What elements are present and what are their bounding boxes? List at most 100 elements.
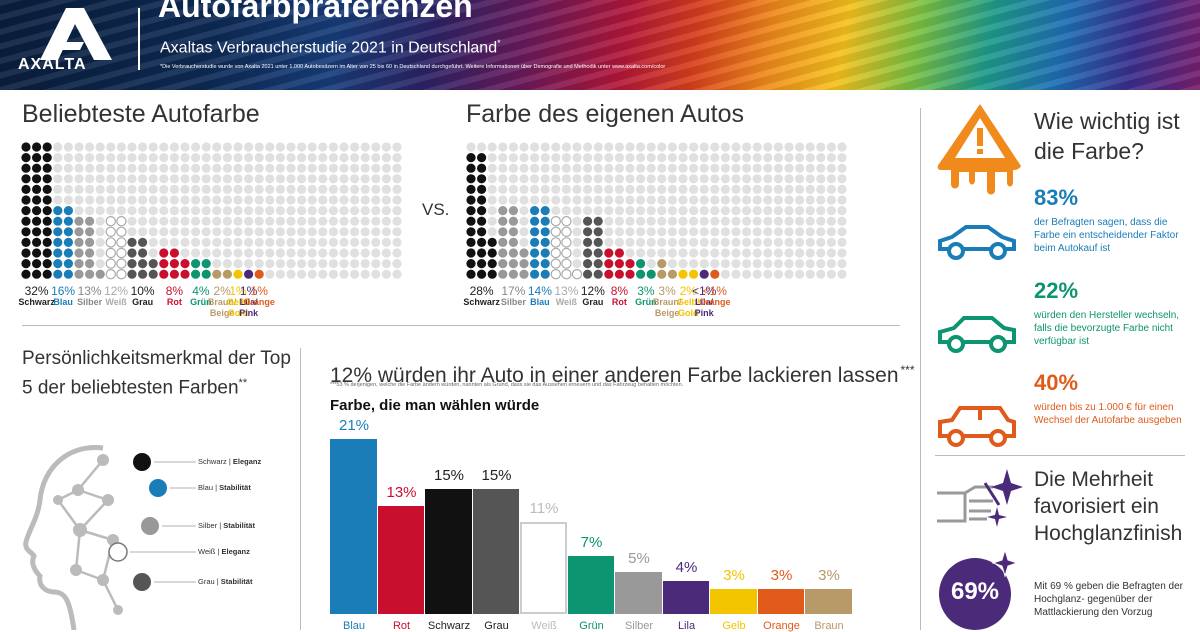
background-dot [636, 142, 646, 152]
color-dot [32, 195, 42, 205]
color-label: 32% Schwarz [17, 285, 57, 308]
background-dot [148, 142, 158, 152]
background-dot [636, 153, 646, 163]
color-dot [32, 142, 42, 152]
background-dot [286, 184, 296, 194]
color-dot [540, 248, 550, 258]
background-dot [689, 195, 699, 205]
background-dot [625, 216, 635, 226]
header-footnote: *Die Verbraucherstudie wurde von Axalta … [160, 64, 666, 70]
background-dot [222, 248, 232, 258]
color-dot [127, 248, 137, 258]
background-dot [752, 237, 762, 247]
color-dot [105, 247, 117, 259]
color-pct: 13% [554, 284, 579, 298]
color-dot [466, 184, 476, 194]
background-dot [138, 174, 148, 184]
background-dot [646, 174, 656, 184]
background-dot [657, 174, 667, 184]
color-dot [477, 237, 487, 247]
background-dot [381, 163, 391, 173]
background-dot [148, 216, 158, 226]
background-dot [795, 269, 805, 279]
color-dot [105, 237, 117, 248]
color-dot [201, 269, 211, 279]
color-dot [74, 248, 84, 258]
bar-category: Blau [342, 620, 366, 632]
background-dot [212, 184, 222, 194]
background-dot [773, 142, 783, 152]
color-dot [466, 259, 476, 269]
color-dot [593, 216, 603, 226]
background-dot [805, 259, 815, 269]
trait-color: Grau | [198, 577, 221, 586]
background-dot [212, 259, 222, 269]
background-dot [222, 227, 232, 237]
background-dot [233, 248, 243, 258]
repaint-footnote: ***53 % derjenigen, welche die Farbe änd… [330, 382, 684, 388]
background-dot [169, 206, 179, 216]
background-dot [752, 216, 762, 226]
color-name: Grau [582, 297, 604, 307]
background-dot [752, 153, 762, 163]
color-dot [85, 269, 95, 279]
background-dot [826, 163, 836, 173]
background-dot [191, 174, 201, 184]
background-dot [275, 153, 285, 163]
background-dot [392, 184, 402, 194]
background-dot [763, 206, 773, 216]
background-dot [212, 153, 222, 163]
color-dot [710, 269, 720, 279]
color-dot [508, 237, 518, 247]
color-pct: 12% [104, 284, 129, 298]
background-dot [233, 259, 243, 269]
bar-value: 21% [338, 417, 370, 434]
background-dot [106, 184, 116, 194]
color-dot [477, 153, 487, 163]
background-dot [95, 206, 105, 216]
color-dot [508, 216, 518, 226]
background-dot [201, 248, 211, 258]
background-dot [297, 248, 307, 258]
background-dot [752, 184, 762, 194]
background-dot [350, 259, 360, 269]
background-dot [657, 216, 667, 226]
color-dot [477, 259, 487, 269]
trait-color: Weiß | [198, 547, 222, 556]
color-label: 13% Silber [70, 285, 110, 308]
background-dot [148, 184, 158, 194]
bar-value: 13% [386, 483, 417, 501]
background-dot [795, 195, 805, 205]
background-dot [720, 153, 730, 163]
background-dot [667, 248, 677, 258]
background-dot [720, 184, 730, 194]
background-dot [371, 195, 381, 205]
background-dot [763, 237, 773, 247]
background-dot [85, 195, 95, 205]
background-dot [593, 184, 603, 194]
background-dot [244, 153, 254, 163]
background-dot [328, 153, 338, 163]
color-label: 1% Lila/ Pink [229, 285, 269, 319]
background-dot [212, 227, 222, 237]
color-dot [550, 247, 562, 259]
background-dot [180, 163, 190, 173]
background-dot [95, 216, 105, 226]
background-dot [657, 195, 667, 205]
color-label: 28% Schwarz [462, 285, 502, 308]
background-dot [773, 216, 783, 226]
background-dot [763, 174, 773, 184]
background-dot [530, 163, 540, 173]
bar [472, 489, 519, 614]
background-dot [731, 269, 741, 279]
background-dot [837, 216, 847, 226]
color-dot [32, 206, 42, 216]
background-dot [657, 153, 667, 163]
color-dot [42, 216, 52, 226]
background-dot [604, 184, 614, 194]
color-pct: 4% [192, 284, 210, 298]
background-dot [678, 153, 688, 163]
background-dot [328, 237, 338, 247]
color-dot [561, 226, 572, 238]
background-dot [720, 227, 730, 237]
